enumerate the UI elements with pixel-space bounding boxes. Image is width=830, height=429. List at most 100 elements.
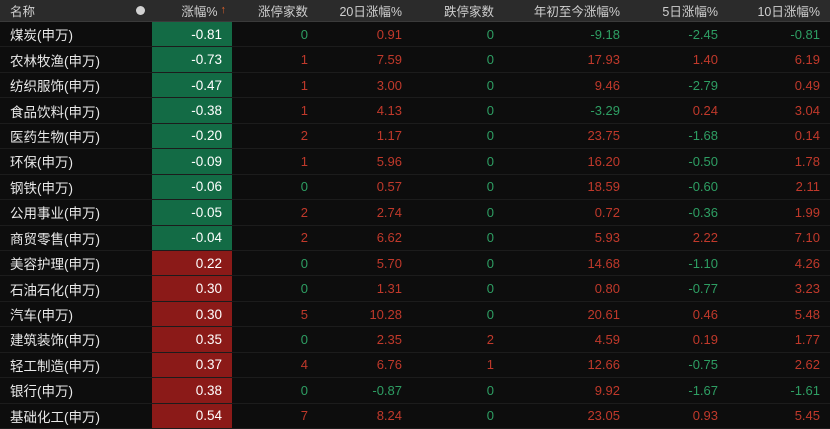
- cell-spacer: [128, 73, 152, 97]
- cell-d10: 0.14: [794, 128, 820, 144]
- cell-sector-name[interactable]: 汽车(申万): [10, 308, 73, 324]
- cell-limup: 0: [300, 26, 308, 42]
- cell-d20: 10.28: [369, 306, 402, 322]
- cell-d5: 2.22: [692, 230, 718, 246]
- cell-sector-name[interactable]: 公用事业(申万): [10, 206, 100, 222]
- cell-spacer: [128, 22, 152, 46]
- cell-sector-name[interactable]: 煤炭(申万): [10, 28, 73, 44]
- cell-sector-name[interactable]: 医药生物(申万): [10, 129, 100, 145]
- table-row[interactable]: 食品饮料(申万) -0.38 1 4.13 0 -3.29 0.24 3.04: [0, 98, 830, 124]
- cell-limup: 0: [300, 179, 308, 195]
- cell-ytd: 0.80: [594, 281, 620, 297]
- cell-limdn: 0: [486, 128, 494, 144]
- cell-sector-name[interactable]: 石油石化(申万): [10, 282, 100, 298]
- table-row[interactable]: 建筑装饰(申万) 0.35 0 2.35 2 4.59 0.19 1.77: [0, 327, 830, 353]
- cell-change-percent: -0.05: [152, 200, 232, 225]
- cell-d10: 4.26: [794, 255, 820, 271]
- table-row[interactable]: 美容护理(申万) 0.22 0 5.70 0 14.68 -1.10 4.26: [0, 250, 830, 277]
- cell-limup: 0: [300, 331, 308, 347]
- cell-d10: 3.04: [794, 103, 820, 119]
- cell-sector-name[interactable]: 食品饮料(申万): [10, 104, 100, 120]
- cell-sector-name[interactable]: 轻工制造(申万): [10, 358, 100, 374]
- column-header-d10[interactable]: 10日涨幅%: [728, 1, 830, 20]
- cell-limup: 1: [300, 153, 308, 169]
- table-row[interactable]: 基础化工(申万) 0.54 7 8.24 0 23.05 0.93 5.45: [0, 403, 830, 429]
- cell-sector-name[interactable]: 纺织服饰(申万): [10, 79, 100, 95]
- cell-limdn: 0: [486, 153, 494, 169]
- cell-sector-name[interactable]: 美容护理(申万): [10, 257, 100, 273]
- cell-d20: 2.35: [376, 331, 402, 347]
- cell-spacer: [128, 404, 152, 428]
- cell-ytd: 12.66: [587, 357, 620, 373]
- cell-limup: 1: [300, 77, 308, 93]
- cell-d20: 1.31: [376, 281, 402, 297]
- column-header-name[interactable]: 名称: [0, 1, 128, 20]
- cell-d10: 5.48: [794, 306, 820, 322]
- table-row[interactable]: 商贸零售(申万) -0.04 2 6.62 0 5.93 2.22 7.10: [0, 225, 830, 251]
- cell-ytd: -3.29: [590, 103, 620, 119]
- cell-ytd: 9.92: [594, 382, 620, 398]
- table-body: 煤炭(申万) -0.81 0 0.91 0 -9.18 -2.45 -0.81 农林牧渔(申万)…: [0, 22, 830, 429]
- cell-sector-name[interactable]: 商贸零售(申万): [10, 231, 100, 247]
- table-row[interactable]: 公用事业(申万) -0.05 2 2.74 0 0.72 -0.36 1.99: [0, 200, 830, 226]
- cell-limdn: 0: [486, 52, 494, 68]
- table-row[interactable]: 石油石化(申万) 0.30 0 1.31 0 0.80 -0.77 3.23: [0, 276, 830, 302]
- cell-d10: -0.81: [790, 26, 820, 42]
- cell-change-percent: -0.04: [152, 225, 232, 250]
- table-row[interactable]: 钢铁(申万) -0.06 0 0.57 0 18.59 -0.60 2.11: [0, 174, 830, 201]
- cell-ytd: 18.59: [587, 179, 620, 195]
- cell-d10: 7.10: [794, 230, 820, 246]
- table-row[interactable]: 汽车(申万) 0.30 5 10.28 0 20.61 0.46 5.48: [0, 301, 830, 328]
- cell-sector-name[interactable]: 银行(申万): [10, 384, 73, 400]
- cell-d10: 2.11: [795, 179, 820, 195]
- cell-sector-name[interactable]: 农林牧渔(申万): [10, 53, 100, 69]
- cell-d20: 8.24: [376, 408, 402, 424]
- column-header-chg-sorted[interactable]: 涨幅% ↑: [152, 1, 232, 20]
- cell-sector-name[interactable]: 基础化工(申万): [10, 409, 100, 425]
- cell-spacer: [128, 175, 152, 199]
- table-row[interactable]: 煤炭(申万) -0.81 0 0.91 0 -9.18 -2.45 -0.81: [0, 22, 830, 48]
- column-header-ytd[interactable]: 年初至今涨幅%: [504, 1, 630, 20]
- cell-change-percent: -0.09: [152, 149, 232, 174]
- cell-ytd: 4.59: [594, 331, 620, 347]
- cell-d5: -0.50: [688, 153, 718, 169]
- cell-ytd: 17.93: [587, 52, 620, 68]
- cell-sector-name[interactable]: 钢铁(申万): [10, 180, 73, 196]
- cell-limdn: 0: [486, 255, 494, 271]
- cell-d20: 3.00: [376, 77, 402, 93]
- cell-d10: 1.77: [794, 331, 820, 347]
- table-row[interactable]: 纺织服饰(申万) -0.47 1 3.00 0 9.46 -2.79 0.49: [0, 72, 830, 99]
- cell-spacer: [128, 251, 152, 275]
- cell-limup: 0: [300, 281, 308, 297]
- table-row[interactable]: 环保(申万) -0.09 1 5.96 0 16.20 -0.50 1.78: [0, 149, 830, 175]
- cell-limdn: 2: [486, 331, 494, 347]
- column-header-dot[interactable]: [128, 6, 152, 15]
- column-header-d5[interactable]: 5日涨幅%: [630, 1, 728, 20]
- table-row[interactable]: 银行(申万) 0.38 0 -0.87 0 9.92 -1.67 -1.61: [0, 378, 830, 404]
- cell-ytd: 9.46: [594, 77, 620, 93]
- cell-limup: 7: [300, 408, 308, 424]
- cell-change-percent: 0.22: [152, 250, 232, 276]
- table-row[interactable]: 医药生物(申万) -0.20 2 1.17 0 23.75 -1.68 0.14: [0, 123, 830, 150]
- cell-d20: 6.76: [376, 357, 402, 373]
- table-row[interactable]: 农林牧渔(申万) -0.73 1 7.59 0 17.93 1.40 6.19: [0, 47, 830, 73]
- cell-ytd: 23.75: [587, 128, 620, 144]
- column-header-limup[interactable]: 涨停家数: [232, 1, 318, 20]
- cell-limdn: 0: [486, 281, 494, 297]
- column-header-limdn[interactable]: 跌停家数: [412, 1, 504, 20]
- cell-d10: 3.23: [794, 281, 820, 297]
- cell-d5: -2.79: [688, 77, 718, 93]
- column-header-label: 跌停家数: [443, 5, 494, 19]
- cell-change-percent: -0.73: [152, 47, 232, 72]
- cell-d20: 0.91: [376, 26, 402, 42]
- cell-sector-name[interactable]: 建筑装饰(申万): [10, 333, 100, 349]
- cell-limup: 2: [300, 128, 308, 144]
- column-header-label: 5日涨幅%: [662, 5, 718, 19]
- column-header-label: 涨停家数: [257, 5, 308, 19]
- cell-change-percent: 0.35: [152, 327, 232, 352]
- table-row[interactable]: 轻工制造(申万) 0.37 4 6.76 1 12.66 -0.75 2.62: [0, 352, 830, 379]
- column-header-d20[interactable]: 20日涨幅%: [318, 1, 412, 20]
- cell-sector-name[interactable]: 环保(申万): [10, 155, 73, 171]
- cell-change-percent: 0.54: [152, 403, 232, 428]
